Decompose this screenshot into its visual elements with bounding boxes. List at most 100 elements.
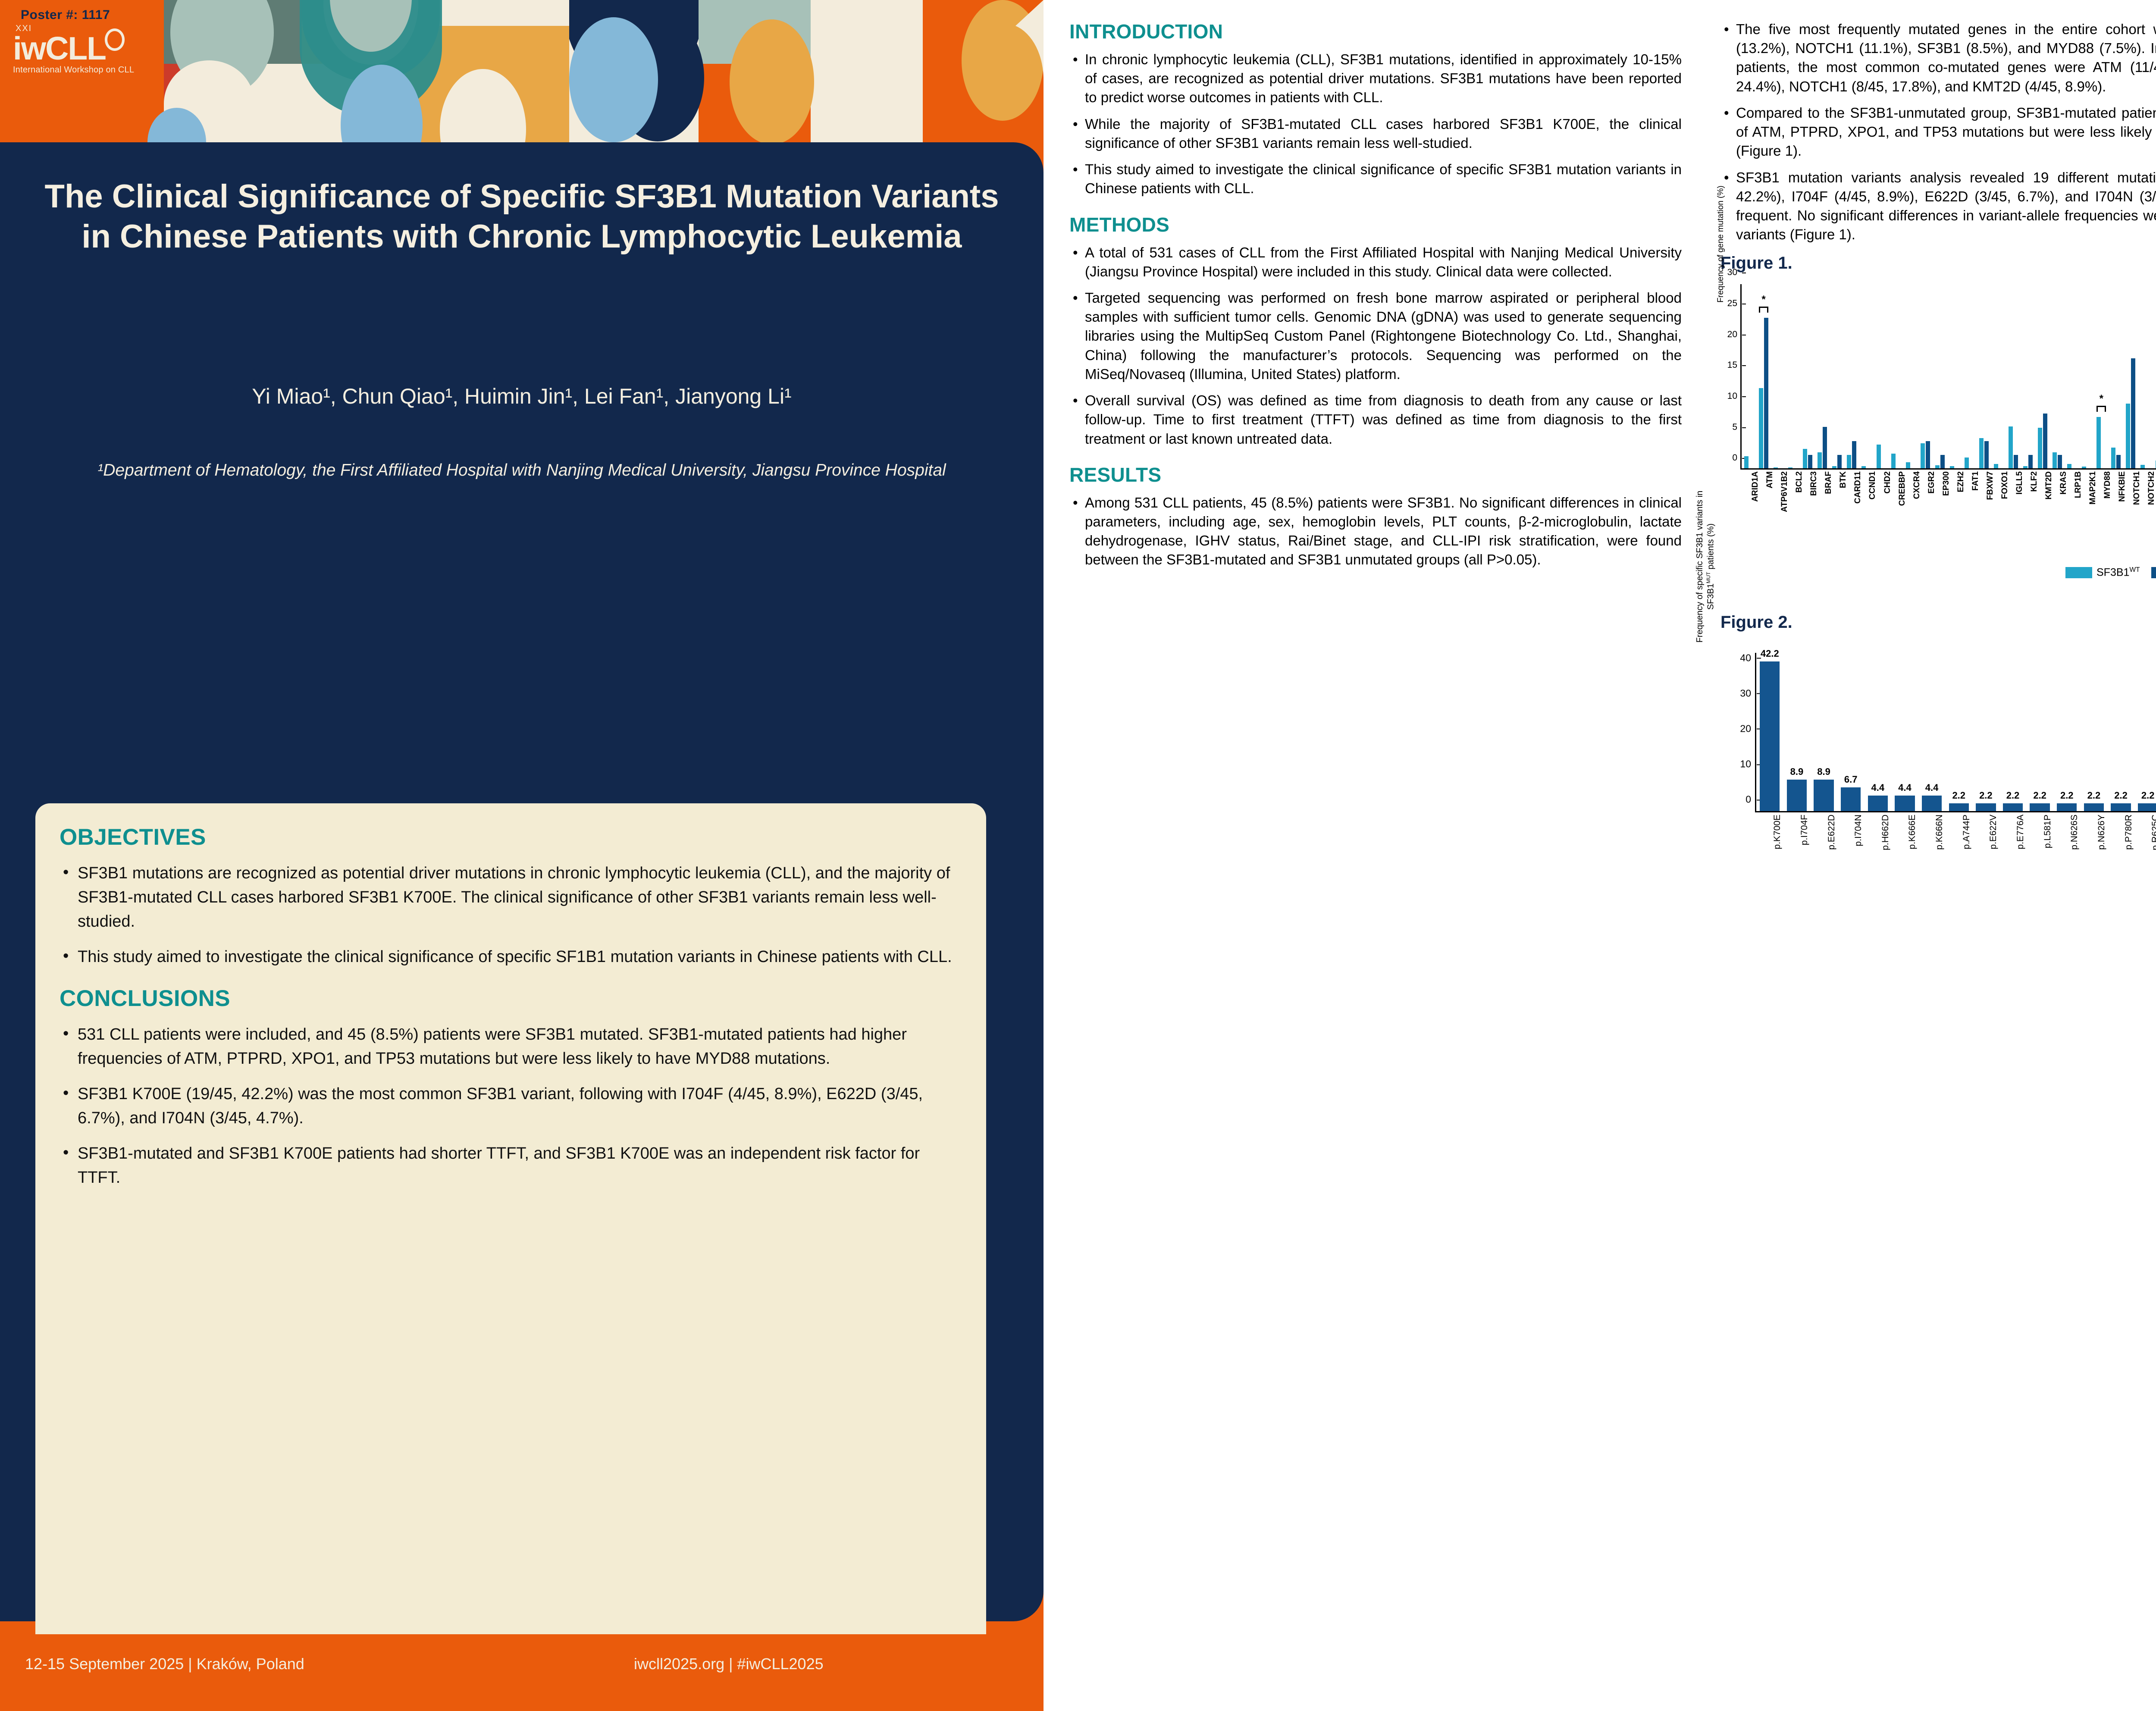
figure-2-x-tick: p.E622V xyxy=(1988,815,1999,849)
figure-2-x-tick: p.N626Y xyxy=(2096,815,2106,850)
figure-2-bar xyxy=(1921,796,1942,812)
figure-2-bar xyxy=(1814,780,1834,812)
figure-1-bar xyxy=(2053,452,2057,469)
figure-1-bar xyxy=(1832,466,1837,469)
header-pattern-svg xyxy=(147,0,1044,142)
results-item: Compared to the SF3B1-unmutated group, S… xyxy=(1720,103,2156,161)
poster-number: Poster #: 1117 xyxy=(21,8,110,22)
figure-1-bar xyxy=(2058,454,2062,469)
footer-web-info: iwcll2025.org | #iwCLL2025 xyxy=(634,1655,824,1673)
methods-heading: METHODS xyxy=(1069,213,1170,236)
figure-2-data-label: 6.7 xyxy=(1844,774,1858,785)
iwcll-logo: XXI iwCLL International Workshop on CLL xyxy=(13,24,142,123)
introduction-item: In chronic lymphocytic leukemia (CLL), S… xyxy=(1069,50,1682,107)
affiliation-text: ¹Department of Hematology, the First Aff… xyxy=(97,461,946,479)
logo-subtitle: International Workshop on CLL xyxy=(13,65,135,75)
figure-1-x-tick: CXCR4 xyxy=(1912,471,1921,499)
conclusions-left-heading: CONCLUSIONS xyxy=(60,986,231,1012)
figure-2-x-tick: p.P780R xyxy=(2123,815,2134,850)
figure-2-y-tick: 20 xyxy=(1740,723,1761,734)
content-column-2: The five most frequently mutated genes i… xyxy=(1695,0,2156,937)
figure-1-bar xyxy=(1935,465,1940,469)
figure-2-data-label: 8.9 xyxy=(1817,766,1830,777)
figure-1-bar xyxy=(2116,454,2121,469)
figure-2-chart: Frequency of specific SF3B1 variants in S… xyxy=(1695,491,2156,937)
poster-title-card: The Clinical Significance of Specific SF… xyxy=(0,142,1044,1648)
results-item: The five most frequently mutated genes i… xyxy=(1720,20,2156,96)
figure-2-y-tick: 40 xyxy=(1740,652,1761,664)
figure-1-x-tick: FOXO1 xyxy=(2000,471,2009,499)
figure-1-bar xyxy=(1925,441,1930,469)
figure-1-x-tick: IGLL5 xyxy=(2015,471,2024,495)
figure-1-chart: Frequency of gene mutation (%) 0 5 10 15 20 2… xyxy=(1716,186,2156,595)
figure-1-x-tick: MAP2K1 xyxy=(2088,471,2098,505)
figure-1-x-tick: NOTCH1 xyxy=(2132,471,2142,505)
figure-1-bar xyxy=(1920,443,1925,469)
figure-1-x-tick: BTK xyxy=(1839,471,1848,489)
figure-1-y-tick: 10 xyxy=(1727,391,1746,401)
figure-1-legend-item-wt: SF3B1WT xyxy=(2065,566,2140,579)
logo-wordmark: iwCLL xyxy=(13,28,125,65)
figure-1-x-tick: BIRC3 xyxy=(1809,471,1819,496)
figure-1-y-tick: 25 xyxy=(1727,298,1746,309)
figure-2-data-label: 2.2 xyxy=(2033,790,2046,801)
methods-item: Overall survival (OS) was defined as tim… xyxy=(1069,391,1682,448)
figure-2-data-label: 2.2 xyxy=(2006,790,2020,801)
conclusions-left-item: 531 CLL patients were included, and 45 (… xyxy=(60,1022,962,1071)
figure-2-x-tick: p.E776A xyxy=(2015,815,2025,849)
poster-footer: 12-15 September 2025 | Kraków, Poland iw… xyxy=(0,1634,1044,1711)
results-item: SF3B1 mutation variants analysis reveale… xyxy=(1720,168,2156,244)
figure-2-x-tick: p.A744P xyxy=(1961,815,1971,849)
conclusions-left-item: SF3B1 K700E (19/45, 42.2%) was the most … xyxy=(60,1081,962,1131)
figure-1-bar xyxy=(1847,454,1852,469)
figure-1-y-tick: 5 xyxy=(1732,422,1746,432)
figure-1-x-tick: KMT2D xyxy=(2044,471,2054,500)
figure-1-x-tick: FBXW7 xyxy=(1985,471,1995,500)
figure-1-bar xyxy=(2009,426,2013,469)
figure-2-bar xyxy=(2137,803,2156,812)
figure-1-y-tick: 15 xyxy=(1727,360,1746,370)
figure-2-x-tick: p.R625C xyxy=(2150,815,2156,851)
figure-1-bar xyxy=(1905,462,1910,469)
figure-1-significance-bracket xyxy=(1759,306,1769,313)
figure-1-y-tick: 20 xyxy=(1727,329,1746,340)
author-list: Yi Miao¹, Chun Qiao¹, Huimin Jin¹, Lei F… xyxy=(252,384,792,408)
figure-1-bar xyxy=(1808,454,1813,469)
figure-2-data-label: 42.2 xyxy=(1760,648,1779,659)
figure-2-bar xyxy=(1786,780,1807,812)
figure-1-significance-star: * xyxy=(2099,393,2103,405)
footer-event-info: 12-15 September 2025 | Kraków, Poland xyxy=(25,1655,304,1673)
figure-2-x-tick: p.E622D xyxy=(1826,815,1836,850)
figure-1-bar xyxy=(2028,454,2033,469)
figure-2-data-label: 2.2 xyxy=(2141,790,2155,801)
figure-1-label: Figure 1. xyxy=(1720,254,1792,273)
figure-1-x-tick: MYD88 xyxy=(2103,471,2112,499)
poster-left-panel: Poster #: 1117 XXI iwCLL International W… xyxy=(0,0,1044,1711)
figure-2-data-label: 4.4 xyxy=(1925,782,1939,793)
methods-item: A total of 531 cases of CLL from the Fir… xyxy=(1069,243,1682,281)
figure-1-bar xyxy=(1774,467,1778,469)
figure-1-x-tick: KLF2 xyxy=(2030,471,2039,492)
figure-1-bar xyxy=(1818,452,1822,469)
results-item: Among 531 CLL patients, 45 (8.5%) patien… xyxy=(1069,493,1682,570)
figure-1-bar xyxy=(2082,467,2087,469)
figure-1-x-tick: NOTCH2 xyxy=(2147,471,2156,505)
figure-2-x-tick: p.H662D xyxy=(1880,815,1890,851)
figure-1-bar xyxy=(1764,317,1769,469)
figure-1-x-tick: CARD11 xyxy=(1853,471,1863,504)
content-column-1: INTRODUCTION In chronic lymphocytic leuk… xyxy=(1069,0,1682,577)
results-heading: RESULTS xyxy=(1069,463,1162,486)
figure-1-legend: SF3B1WT SF3B1MUT xyxy=(2065,566,2156,579)
figure-2-x-tick: p.I704F xyxy=(1799,815,1809,846)
logo-wordmark-text: iwCLL xyxy=(13,30,107,66)
figure-2-data-label: 2.2 xyxy=(1952,790,1966,801)
page-title: The Clinical Significance of Specific SF… xyxy=(44,178,999,255)
objectives-conclusions-box: OBJECTIVES SF3B1 mutations are recognize… xyxy=(35,803,986,1648)
figure-1-bar xyxy=(1940,454,1945,469)
figure-1-x-tick: CREBBP xyxy=(1897,471,1907,506)
objectives-heading: OBJECTIVES xyxy=(60,824,206,850)
figure-1-bar xyxy=(1837,454,1842,469)
figure-1-x-tick: KRAS xyxy=(2059,471,2068,495)
objectives-item: SF3B1 mutations are recognized as potent… xyxy=(60,861,962,934)
figure-1-bar xyxy=(2023,466,2028,469)
